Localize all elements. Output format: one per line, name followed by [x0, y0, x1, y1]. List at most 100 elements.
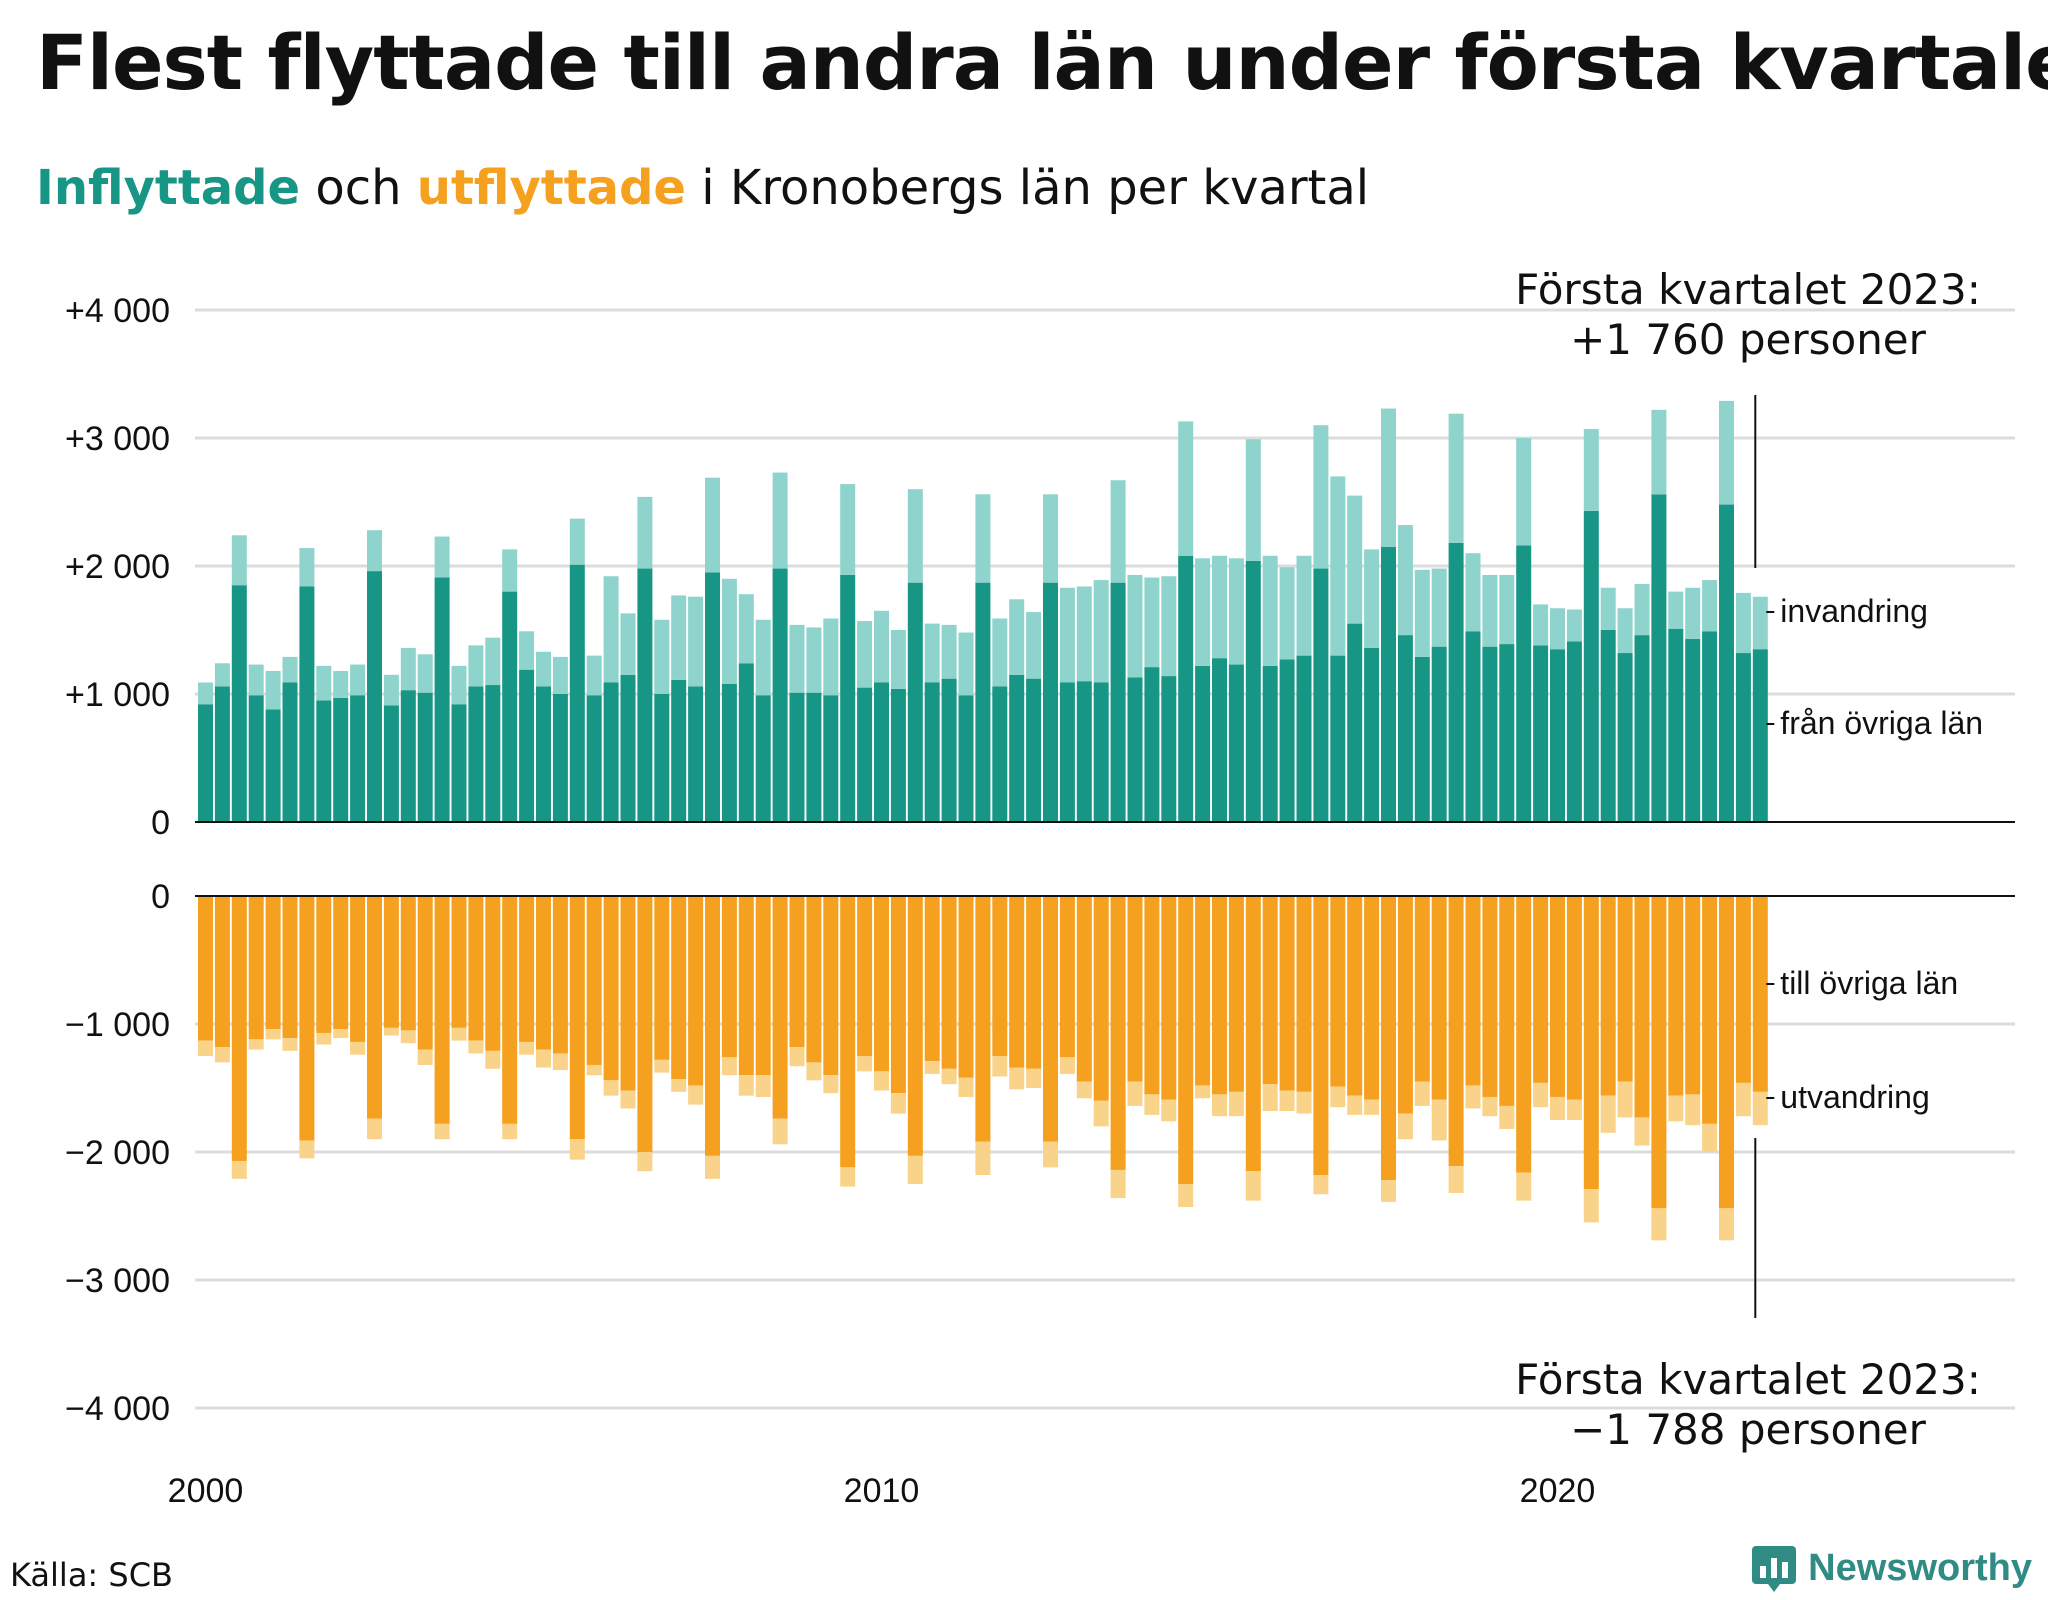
bar-utvandring	[620, 1090, 636, 1109]
bar-invandring	[1702, 580, 1718, 632]
bar-utvandring	[1296, 1091, 1312, 1114]
bar-utvandring	[1550, 1096, 1565, 1120]
bar-till-ovriga-lan	[924, 896, 940, 1062]
bar-till-ovriga-lan	[1144, 896, 1160, 1095]
bar-fran-ovriga-lan	[840, 574, 856, 822]
bar-fran-ovriga-lan	[1431, 646, 1447, 822]
y-tick-label: −1 000	[65, 1006, 170, 1044]
bar-utvandring	[367, 1118, 382, 1140]
bar-till-ovriga-lan	[1516, 896, 1532, 1173]
bar-till-ovriga-lan	[1043, 896, 1058, 1142]
bar-till-ovriga-lan	[654, 896, 670, 1060]
bar-fran-ovriga-lan	[333, 697, 349, 822]
bar-utvandring	[1431, 1099, 1447, 1141]
chart-subtitle: Inflyttade och utflyttade i Kronobergs l…	[36, 160, 1369, 216]
subtitle-utflyttade: utflyttade	[416, 160, 686, 216]
bar-utvandring	[1566, 1099, 1582, 1120]
bar-till-ovriga-lan	[755, 896, 771, 1076]
bar-till-ovriga-lan	[1651, 896, 1667, 1209]
annotation-top-value: +1 760 personer	[1570, 315, 1927, 364]
brand-name: Newsworthy	[1808, 1546, 2032, 1589]
bar-till-ovriga-lan	[941, 896, 957, 1069]
bar-utvandring	[1110, 1169, 1126, 1199]
bar-invandring	[1431, 568, 1447, 647]
bar-invandring	[451, 665, 467, 705]
bar-fran-ovriga-lan	[1617, 653, 1633, 822]
bar-fran-ovriga-lan	[519, 669, 535, 822]
bar-utvandring	[1448, 1166, 1464, 1193]
bar-invandring	[1668, 591, 1684, 629]
bar-invandring	[552, 656, 568, 694]
bar-fran-ovriga-lan	[705, 572, 720, 822]
bar-fran-ovriga-lan	[620, 674, 636, 822]
bar-invandring	[1245, 439, 1261, 561]
bar-fran-ovriga-lan	[316, 700, 332, 822]
bar-till-ovriga-lan	[1110, 896, 1126, 1170]
bar-till-ovriga-lan	[890, 896, 906, 1094]
bar-invandring	[874, 610, 889, 683]
bar-fran-ovriga-lan	[417, 692, 433, 822]
bar-fran-ovriga-lan	[992, 686, 1008, 822]
bar-fran-ovriga-lan	[806, 692, 822, 822]
bar-utvandring	[1059, 1057, 1075, 1074]
bar-fran-ovriga-lan	[637, 568, 653, 822]
bar-fran-ovriga-lan	[1110, 582, 1126, 822]
bar-utvandring	[603, 1080, 619, 1096]
bar-fran-ovriga-lan	[1566, 641, 1582, 822]
bar-fran-ovriga-lan	[1448, 542, 1464, 822]
bar-utvandring	[1228, 1091, 1244, 1117]
bar-invandring	[1195, 558, 1211, 666]
bar-utvandring	[1414, 1081, 1430, 1106]
bar-invandring	[1634, 583, 1650, 636]
bar-invandring	[367, 530, 382, 572]
bar-invandring	[536, 651, 551, 687]
bar-fran-ovriga-lan	[1347, 623, 1363, 822]
bar-till-ovriga-lan	[536, 896, 551, 1050]
newsworthy-chart-icon	[1752, 1546, 1797, 1592]
bar-utvandring	[958, 1077, 974, 1097]
bar-invandring	[772, 472, 788, 569]
bar-utvandring	[1668, 1095, 1684, 1122]
bar-invandring	[1617, 608, 1633, 654]
bar-fran-ovriga-lan	[198, 704, 213, 822]
bar-till-ovriga-lan	[434, 896, 450, 1124]
bar-fran-ovriga-lan	[1381, 546, 1396, 822]
bar-invandring	[1009, 599, 1025, 675]
bar-fran-ovriga-lan	[1516, 545, 1532, 822]
bar-invandring	[1482, 574, 1498, 647]
subtitle-och: och	[300, 160, 417, 216]
bar-invandring	[857, 621, 873, 688]
bar-utvandring	[316, 1032, 332, 1045]
bar-fran-ovriga-lan	[1465, 631, 1481, 822]
bar-utvandring	[738, 1075, 754, 1096]
segment-label-till-ovriga-lan: till övriga län	[1780, 965, 1958, 1001]
bar-till-ovriga-lan	[1550, 896, 1565, 1097]
bar-invandring	[958, 632, 974, 696]
bar-till-ovriga-lan	[316, 896, 332, 1033]
bar-utvandring	[451, 1027, 467, 1041]
bar-invandring	[1583, 429, 1599, 511]
bar-fran-ovriga-lan	[975, 582, 991, 822]
bar-till-ovriga-lan	[1448, 896, 1464, 1167]
y-tick-label: 0	[151, 878, 170, 916]
bar-utvandring	[1178, 1184, 1194, 1208]
bar-utvandring	[1144, 1094, 1160, 1115]
bar-fran-ovriga-lan	[552, 694, 568, 822]
bar-till-ovriga-lan	[603, 896, 619, 1081]
bar-till-ovriga-lan	[1161, 896, 1177, 1100]
bar-invandring	[400, 647, 416, 691]
bar-utvandring	[772, 1118, 788, 1145]
bar-fran-ovriga-lan	[1482, 646, 1498, 822]
bar-fran-ovriga-lan	[772, 568, 788, 822]
bar-fran-ovriga-lan	[1583, 510, 1599, 822]
bar-invandring	[434, 536, 450, 578]
bar-till-ovriga-lan	[1668, 896, 1684, 1096]
annotation-top-line1: Första kvartalet 2023:	[1515, 265, 1981, 314]
bar-utvandring	[1127, 1081, 1143, 1106]
bar-invandring	[248, 664, 264, 696]
bar-invandring	[1279, 567, 1295, 660]
bar-till-ovriga-lan	[688, 896, 704, 1086]
bar-utvandring	[1719, 1208, 1734, 1241]
bar-till-ovriga-lan	[1702, 896, 1718, 1124]
bar-utvandring	[907, 1155, 923, 1184]
